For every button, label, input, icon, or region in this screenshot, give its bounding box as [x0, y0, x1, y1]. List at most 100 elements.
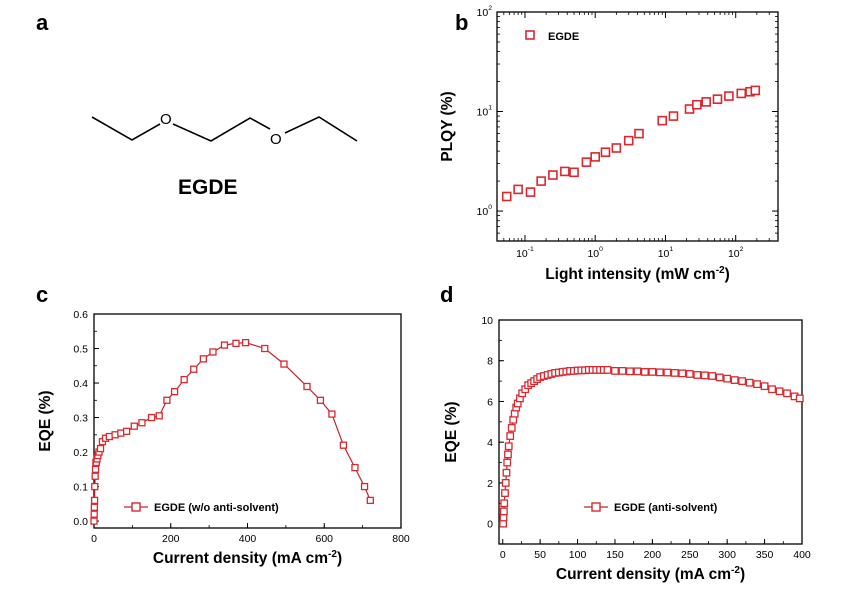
data-point-d [502, 468, 511, 477]
y-axis-title-c: EQE (%) [37, 390, 54, 451]
x-tick-label-c: 800 [392, 533, 410, 545]
data-point-d [708, 372, 717, 380]
y-tick-label-d: 2 [487, 478, 493, 490]
data-point-d [760, 382, 769, 391]
data-point-d [618, 367, 627, 375]
legend-marker-b [525, 30, 535, 40]
legend-marker-d [591, 502, 601, 512]
chart-b-plqy: 10-1 100 101 102 100 101 102 EGDE Light intensit… [439, 5, 779, 283]
data-point-b [581, 157, 592, 167]
data-point-c [316, 396, 325, 404]
data-point-b [590, 152, 601, 162]
data-point-d [633, 367, 642, 376]
data-point-d [768, 385, 776, 394]
y-tick-label-d: 8 [487, 356, 493, 368]
data-point-c [241, 338, 250, 347]
data-point-c [351, 463, 359, 472]
data-point-c [339, 441, 348, 449]
data-point-d [499, 507, 508, 516]
data-point-d [640, 368, 649, 376]
data-point-b [536, 176, 546, 186]
bond-chain-right [284, 116, 358, 142]
data-point-c [111, 431, 119, 439]
data-point-d [503, 458, 512, 467]
data-point-b [668, 111, 679, 121]
panel-letter-b: b [455, 10, 468, 35]
data-point-c [163, 396, 171, 404]
molecule-label: EGDE [178, 176, 238, 199]
data-point-d [504, 450, 512, 459]
data-point-d [745, 378, 754, 387]
data-point-c [91, 472, 99, 480]
data-point-b [600, 147, 611, 158]
y-tick-label-d: 0 [487, 519, 493, 531]
plot-frame-d [498, 319, 803, 545]
data-point-c [220, 341, 229, 349]
y-tick-label-c: 0.5 [73, 344, 88, 356]
data-point-d [685, 370, 694, 378]
data-point-c [96, 444, 105, 453]
y-tick-label-c: 0.0 [73, 516, 88, 528]
data-point-d [501, 489, 509, 497]
data-point-d [655, 368, 664, 377]
data-point-b [501, 191, 512, 202]
legend-marker-c [131, 502, 141, 512]
data-point-d [611, 367, 619, 375]
x-axis-title-c: Current density (mA cm-2) [153, 549, 342, 567]
data-point-c [90, 510, 98, 518]
data-point-d [693, 371, 702, 379]
x-tick-label-b: 100 [587, 246, 603, 260]
data-point-c [90, 517, 98, 525]
y-tick-label-d: 6 [487, 396, 493, 408]
data-point-c [261, 344, 269, 353]
y-axis-title-d: EQE (%) [443, 401, 460, 462]
data-point-b [560, 166, 570, 177]
data-point-c [328, 410, 336, 418]
data-point-d [723, 374, 732, 383]
data-point-b [611, 143, 622, 153]
y-tick-label-d: 4 [487, 437, 493, 449]
x-tick-label-d: 150 [606, 549, 624, 561]
data-point-d [715, 373, 724, 382]
x-tick-label-d: 300 [718, 549, 736, 561]
egde-molecule-structure: O O [91, 111, 358, 148]
x-tick-label-c: 400 [239, 533, 257, 545]
data-point-d [670, 369, 679, 377]
data-point-c [180, 375, 188, 384]
data-point-c [199, 355, 208, 363]
data-point-d [506, 432, 515, 440]
bond-chain-left [91, 116, 161, 141]
x-tick-label-d: 250 [681, 549, 699, 561]
x-tick-label-c: 200 [162, 533, 180, 545]
data-point-c [190, 365, 198, 373]
data-point-c [360, 482, 369, 491]
x-tick-label-c: 0 [91, 533, 97, 545]
data-point-b [736, 88, 747, 99]
data-point-d [753, 380, 762, 389]
data-point-c [366, 496, 374, 505]
data-point-b [623, 135, 634, 146]
data-point-b [692, 99, 702, 110]
data-point-d [500, 499, 509, 508]
data-point-b [513, 184, 523, 195]
x-axis-title-d: Current density (mA cm-2) [556, 565, 745, 583]
data-point-d [501, 479, 510, 487]
y-tick-label-c: 0.6 [73, 309, 88, 321]
x-tick-label-d: 100 [569, 549, 587, 561]
data-point-b [548, 170, 558, 180]
data-point-c [170, 388, 179, 396]
data-point-c [303, 382, 311, 391]
legend-label-c: EGDE (w/o anti-solvent) [154, 502, 279, 514]
data-point-c [130, 422, 138, 430]
series-line-c [93, 341, 371, 522]
data-point-b [750, 85, 761, 96]
y-tick-label-b: 101 [477, 105, 493, 119]
data-point-b [724, 91, 734, 101]
data-point-d [663, 368, 672, 377]
x-tick-label-d: 50 [534, 549, 546, 561]
data-point-d [603, 365, 612, 374]
x-axis-title-b: Light intensity (mW cm-2) [545, 265, 730, 283]
x-tick-label-c: 600 [315, 533, 333, 545]
y-tick-label-c: 0.4 [73, 378, 88, 390]
